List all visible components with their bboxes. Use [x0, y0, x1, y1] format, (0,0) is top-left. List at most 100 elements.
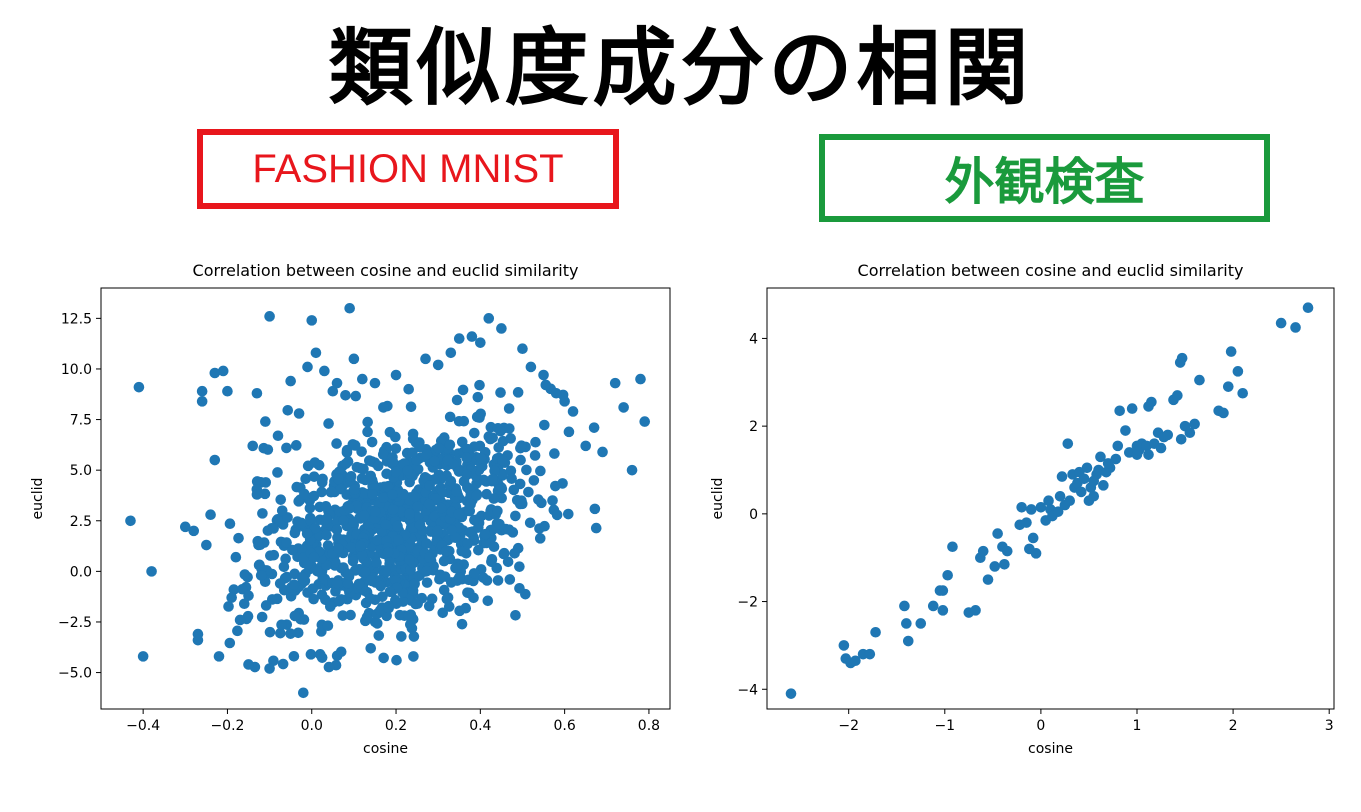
data-point [539, 419, 550, 431]
data-point [453, 572, 465, 583]
data-point [230, 551, 242, 563]
data-point [1184, 427, 1196, 439]
data-point [424, 552, 435, 563]
data-point [321, 529, 332, 541]
data-point [274, 578, 286, 589]
data-point [453, 508, 465, 520]
data-point [503, 524, 515, 535]
data-point [421, 577, 433, 588]
data-point [429, 455, 440, 467]
data-point [364, 455, 375, 466]
data-point [409, 491, 420, 503]
data-point [349, 484, 361, 495]
data-point [457, 384, 469, 396]
data-point [1098, 480, 1109, 491]
data-point [382, 546, 394, 558]
data-point [309, 457, 321, 468]
y-tick-label: 0.0 [70, 564, 92, 580]
data-point [292, 627, 304, 639]
data-point [838, 640, 850, 651]
data-point [989, 561, 1001, 572]
data-point [319, 365, 330, 377]
data-point [364, 593, 376, 604]
data-point [358, 510, 370, 521]
data-point [356, 549, 368, 561]
data-point [338, 515, 349, 526]
data-point [529, 450, 541, 461]
data-point [247, 440, 259, 452]
data-point [381, 468, 392, 480]
data-point [516, 495, 527, 506]
data-point [421, 538, 432, 549]
data-point [196, 385, 208, 397]
data-point [217, 365, 229, 377]
data-point [1175, 433, 1187, 445]
data-point [281, 442, 292, 454]
data-point [301, 528, 313, 540]
data-point [300, 473, 311, 485]
data-point [510, 510, 521, 522]
data-point [550, 387, 562, 399]
x-axis-label: cosine [363, 741, 408, 757]
data-point [535, 465, 546, 477]
data-point [481, 575, 493, 586]
data-point [1016, 501, 1027, 513]
data-point [496, 323, 507, 334]
y-tick-label: 12.5 [61, 311, 92, 327]
data-point [1081, 462, 1093, 474]
data-point [1302, 302, 1314, 314]
data-point [589, 503, 601, 515]
data-point [1078, 473, 1090, 485]
data-point [588, 422, 600, 433]
data-point [276, 619, 287, 631]
data-point [528, 475, 540, 486]
data-point [414, 519, 426, 531]
data-point [390, 369, 402, 381]
data-point [378, 652, 389, 664]
data-point [502, 556, 514, 568]
data-point [451, 394, 463, 406]
data-point [412, 511, 424, 523]
data-point [404, 508, 415, 520]
data-point [306, 315, 318, 326]
dataset-label-visual-inspection: 外観検査 [819, 134, 1270, 222]
data-point [223, 601, 234, 612]
data-point [1110, 453, 1122, 465]
data-point [256, 611, 268, 623]
data-point [469, 514, 480, 526]
data-point [563, 426, 575, 438]
y-tick-label: 0 [749, 507, 758, 523]
data-point [205, 509, 216, 520]
data-point [262, 444, 274, 455]
data-point [289, 610, 301, 622]
data-point [387, 504, 399, 515]
data-point [322, 620, 334, 631]
data-point [350, 390, 362, 402]
data-point [255, 570, 267, 581]
data-point [492, 575, 504, 586]
data-point [444, 411, 456, 423]
data-point [358, 488, 370, 499]
data-point [483, 313, 495, 324]
data-point [298, 687, 309, 699]
data-point [268, 549, 280, 561]
x-tick-label: 0.4 [469, 718, 491, 734]
data-point [551, 509, 563, 521]
data-point [567, 406, 579, 417]
data-point [504, 423, 515, 434]
data-point [506, 473, 517, 484]
data-point [433, 442, 444, 454]
data-point [1275, 317, 1287, 329]
data-point [942, 569, 953, 581]
x-tick-label: −2 [838, 718, 859, 734]
data-point [271, 593, 283, 605]
data-point [524, 517, 536, 529]
data-point [299, 488, 310, 500]
data-point [559, 396, 570, 407]
data-point [461, 469, 473, 481]
data-point [901, 618, 912, 629]
data-point [375, 580, 387, 592]
data-point [462, 538, 473, 550]
data-point [977, 545, 989, 557]
data-point [497, 468, 508, 480]
